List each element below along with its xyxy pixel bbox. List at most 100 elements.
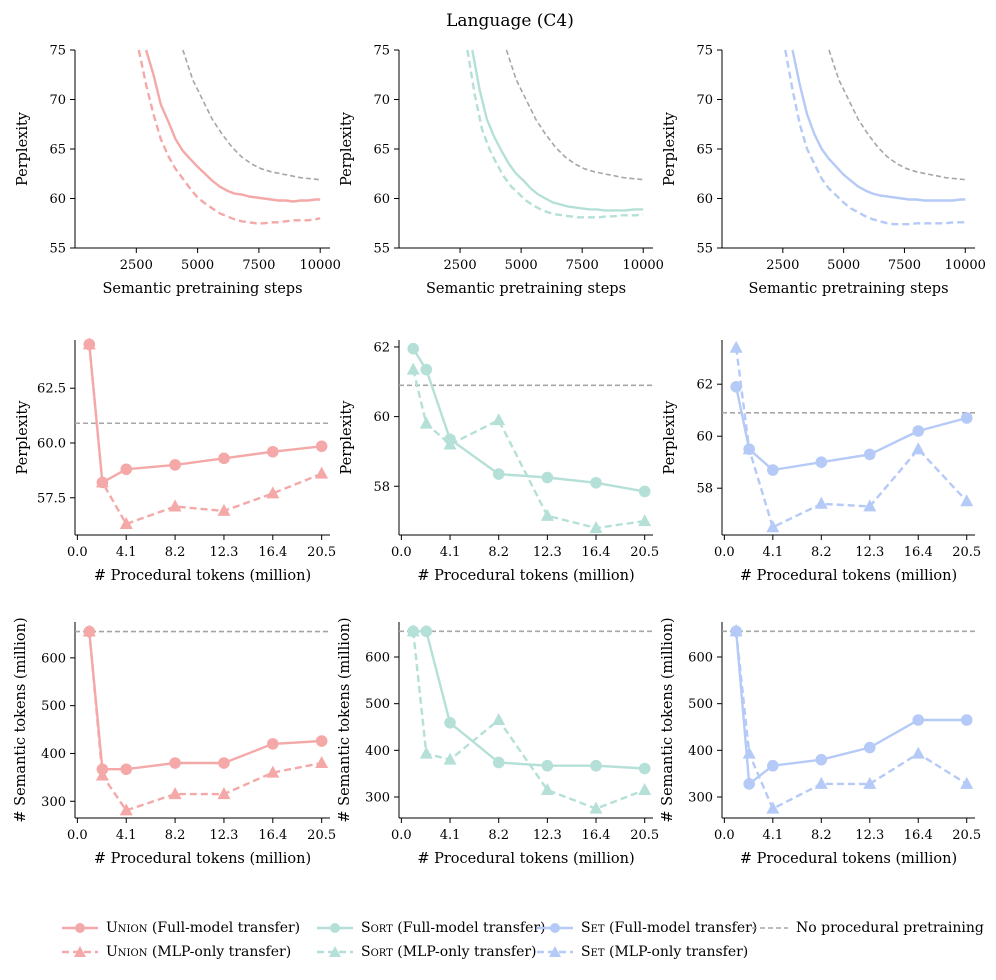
x-tick-label: 4.1 bbox=[440, 828, 461, 843]
marker-triangle bbox=[814, 496, 828, 509]
y-axis-label: Perplexity bbox=[15, 111, 31, 186]
marker-triangle bbox=[540, 783, 554, 795]
x-tick-label: 8.2 bbox=[488, 545, 509, 560]
marker-circle bbox=[169, 459, 181, 471]
marker-circle bbox=[541, 471, 554, 484]
x-tick-label: 16.4 bbox=[258, 545, 287, 560]
marker-triangle bbox=[863, 776, 877, 789]
series-line-dashed bbox=[466, 49, 644, 219]
series-line-solid bbox=[412, 348, 645, 493]
x-tick-label: 8.2 bbox=[165, 828, 186, 843]
x-axis-label: # Procedural tokens (million) bbox=[417, 568, 634, 584]
plot-area bbox=[722, 630, 975, 810]
legend-union-mlp-rest: (MLP-only transfer) bbox=[147, 944, 292, 960]
y-tick-label: 300 bbox=[688, 791, 713, 806]
y-tick-label: 58 bbox=[373, 480, 390, 495]
marker-circle bbox=[492, 468, 505, 480]
x-axis-label: Semantic pretraining steps bbox=[426, 281, 626, 297]
y-axis-label: # Semantic tokens (million) bbox=[660, 617, 676, 822]
y-tick-label: 600 bbox=[365, 651, 390, 666]
x-axis-label: Semantic pretraining steps bbox=[748, 281, 948, 297]
x-axis-label: # Procedural tokens (million) bbox=[94, 568, 311, 584]
marker-circle bbox=[218, 452, 230, 465]
marker-circle bbox=[767, 464, 779, 476]
panel-set-steps: 2500 5000 7500 10000 55 60 65 70 75 Semantic pret… bbox=[662, 44, 986, 298]
marker-triangle bbox=[911, 746, 925, 759]
x-axis-label: # Procedural tokens (million) bbox=[417, 851, 634, 867]
marker-circle bbox=[444, 717, 456, 729]
y-axis-label: Perplexity bbox=[339, 111, 355, 186]
x-tick-label: 8.2 bbox=[811, 545, 832, 560]
x-tick-label: 20.5 bbox=[952, 545, 981, 560]
marker-triangle bbox=[217, 787, 231, 800]
marker-triangle bbox=[766, 520, 780, 533]
plot-area bbox=[784, 49, 966, 226]
legend-union-mlp-name: Union bbox=[106, 944, 148, 960]
x-tick-label: 10000 bbox=[623, 258, 664, 273]
x-tick-label: 8.2 bbox=[165, 545, 186, 560]
x-tick-label: 20.5 bbox=[307, 545, 336, 560]
marker-circle bbox=[169, 757, 181, 769]
marker-circle bbox=[218, 757, 230, 769]
marker-circle bbox=[815, 753, 828, 766]
marker-triangle bbox=[315, 756, 329, 769]
marker-triangle bbox=[729, 624, 743, 637]
plot-area bbox=[722, 347, 975, 529]
panel-union-tokens: 0.0 4.1 8.2 12.3 16.4 20.5 300 400 500 600 # Proce… bbox=[13, 617, 336, 867]
y-tick-label: 600 bbox=[688, 651, 713, 666]
x-tick-label: 16.4 bbox=[582, 828, 611, 843]
x-axis-label: # Procedural tokens (million) bbox=[740, 568, 957, 584]
x-tick-label: 16.4 bbox=[904, 828, 933, 843]
y-tick-label: 500 bbox=[365, 697, 390, 712]
x-tick-label: 20.5 bbox=[630, 828, 659, 843]
legend-swatch-baseline bbox=[752, 927, 788, 929]
marker-circle bbox=[315, 735, 328, 747]
y-tick-label: 55 bbox=[696, 242, 713, 257]
y-tick-label: 400 bbox=[365, 744, 390, 759]
y-tick-label: 55 bbox=[49, 242, 66, 257]
y-tick-label: 55 bbox=[373, 242, 390, 257]
y-tick-label: 500 bbox=[688, 697, 713, 712]
marker-triangle bbox=[742, 442, 756, 455]
legend-baseline: No procedural pretraining bbox=[750, 918, 984, 938]
x-tick-label: 8.2 bbox=[811, 828, 832, 843]
plot-area bbox=[399, 348, 653, 530]
series-line-solid bbox=[88, 631, 322, 771]
y-tick-label: 60.0 bbox=[37, 436, 66, 451]
y-tick-label: 60 bbox=[49, 192, 66, 207]
marker-triangle bbox=[95, 768, 109, 781]
x-tick-label: 4.1 bbox=[116, 545, 137, 560]
legend-union-mlp: Union (MLP-only transfer) bbox=[60, 942, 291, 962]
y-tick-label: 60 bbox=[696, 430, 713, 445]
y-tick-label: 300 bbox=[365, 791, 390, 806]
y-tick-label: 400 bbox=[41, 747, 66, 762]
legend-swatch-union-mlp bbox=[62, 946, 98, 957]
figure-title: Language (C4) bbox=[446, 11, 574, 31]
marker-triangle bbox=[217, 503, 231, 516]
legend: Union (Full-model transfer) Union (MLP-o… bbox=[60, 918, 990, 966]
x-tick-label: 8.2 bbox=[488, 828, 509, 843]
marker-triangle bbox=[168, 787, 182, 800]
legend-set-full: Set (Full-model transfer) bbox=[535, 918, 757, 938]
panel-union-steps: 2500 5000 7500 10000 55 60 65 70 75 Semantic pret… bbox=[15, 44, 341, 298]
marker-circle bbox=[315, 440, 328, 453]
legend-sort-full-rest: (Full-model transfer) bbox=[392, 920, 546, 936]
panel-union-perplexity: 0.0 4.1 8.2 12.3 16.4 20.5 57.5 60.0 62.5 # Proce… bbox=[15, 337, 336, 584]
marker-circle bbox=[407, 342, 420, 355]
legend-sort-mlp-name: Sort bbox=[361, 944, 393, 960]
series-line-solid bbox=[144, 49, 321, 203]
marker-triangle bbox=[960, 776, 974, 789]
x-tick-label: 12.3 bbox=[209, 545, 238, 560]
y-tick-label: 60 bbox=[373, 192, 390, 207]
x-tick-label: 10000 bbox=[300, 258, 341, 273]
series-line-solid bbox=[735, 386, 968, 472]
plot-area bbox=[75, 630, 330, 812]
x-tick-label: 20.5 bbox=[952, 828, 981, 843]
y-tick-label: 60 bbox=[373, 410, 390, 425]
marker-triangle bbox=[589, 801, 603, 814]
baseline-curve bbox=[182, 49, 321, 181]
chart-panels: 2500 5000 7500 10000 55 60 65 70 75 Semantic pret… bbox=[13, 44, 986, 868]
marker-triangle bbox=[406, 362, 420, 375]
x-tick-label: 2500 bbox=[766, 258, 799, 273]
